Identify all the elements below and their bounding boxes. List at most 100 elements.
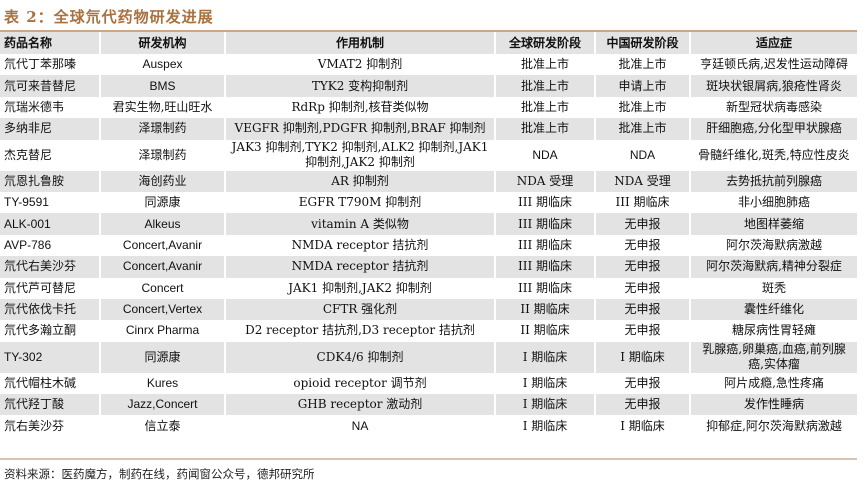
table-row: 氘瑞米德韦 君实生物,旺山旺水 RdRp 抑制剂,核苷类似物 批准上市 批准上市 新型冠状… (0, 96, 857, 119)
table-cell: Jazz,Concert (99, 394, 225, 416)
table-cell: I 期临床 (494, 415, 595, 437)
table-cell: III 期临床 (494, 277, 595, 299)
table-cell: 去势抵抗前列腺癌 (689, 170, 857, 192)
table-cell: NDA (494, 139, 595, 171)
table-cell: 批准上市 (494, 75, 595, 97)
table-cell: TY-302 (0, 341, 100, 373)
table-cell: 阿尔茨海默病,精神分裂症 (689, 256, 857, 278)
table-cell: AR 抑制剂 (224, 170, 495, 192)
table-cell: 肝细胞癌,分化型甲状腺癌 (689, 118, 857, 140)
table-row: 多纳非尼 泽璟制药 VEGFR 抑制剂,PDGFR 抑制剂,BRAF 抑制剂 批准上市… (0, 118, 857, 140)
table-cell: 无申报 (594, 298, 690, 321)
table-cell: 信立泰 (99, 415, 225, 437)
table-title: 表 2：全球氘代药物研发进展 (4, 8, 214, 26)
table-cell: II 期临床 (494, 298, 595, 321)
table-cell: 君实生物,旺山旺水 (99, 96, 225, 119)
table-cell: 批准上市 (494, 96, 595, 119)
table-cell: 海创药业 (99, 170, 225, 192)
table-cell: 无申报 (594, 394, 690, 416)
table-cell: CFTR 强化剂 (224, 298, 495, 321)
table-row: 氘代帽柱木碱 Kures opioid receptor 调节剂 I 期临床 无申报 阿片… (0, 372, 857, 395)
table-row: 氘代丁苯那嗪 Auspex VMAT2 抑制剂 批准上市 批准上市 亨廷顿氏病,迟发性运动… (0, 54, 857, 76)
table-cell: I 期临床 (594, 415, 690, 437)
table-row: 氘代右美沙芬 Concert,Avanir NMDA receptor 拮抗剂 III… (0, 256, 857, 278)
table-cell: VMAT2 抑制剂 (224, 54, 495, 76)
drug-development-table: 药品名称 研发机构 作用机制 全球研发阶段 中国研发阶段 适应症 氘代丁苯那嗪 Auspex… (0, 32, 857, 437)
table-cell: 批准上市 (494, 54, 595, 76)
table-row: 氘代多瀚立酮 Cinrx Pharma D2 receptor 拮抗剂,D3 rec… (0, 320, 857, 342)
table-cell: 新型冠状病毒感染 (689, 96, 857, 119)
table-cell: JAK1 抑制剂,JAK2 抑制剂 (224, 277, 495, 299)
column-header: 适应症 (689, 32, 857, 54)
table-row: 氘代芦可替尼 Concert JAK1 抑制剂,JAK2 抑制剂 III 期临床 无申报… (0, 277, 857, 299)
table-cell: 氘代羟丁酸 (0, 394, 100, 416)
table-cell: 氘代丁苯那嗪 (4, 57, 77, 72)
table-cell: Kures (99, 372, 225, 395)
table-cell: 氘代帽柱木碱 (4, 375, 77, 390)
column-header: 研发机构 (99, 32, 225, 54)
table-cell: Concert,Avanir (99, 234, 225, 257)
table-cell: 发作性睡病 (689, 394, 857, 416)
table-cell: 同源康 (99, 341, 225, 373)
table-cell: Concert,Avanir (99, 256, 225, 278)
table-cell: 氘代右美沙芬 (0, 256, 100, 278)
table-cell: 无申报 (594, 213, 690, 235)
table-header-row: 药品名称 研发机构 作用机制 全球研发阶段 中国研发阶段 适应症 (0, 32, 857, 54)
table-cell: 申请上市 (594, 75, 690, 97)
table-cell: 抑郁症,阿尔茨海默病激越 (689, 415, 857, 437)
table-cell: NDA 受理 (594, 170, 690, 192)
table-row: 氘代羟丁酸 Jazz,Concert GHB receptor 激动剂 I 期临床 无申… (0, 394, 857, 416)
table-cell: NA (224, 415, 495, 437)
table-cell: RdRp 抑制剂,核苷类似物 (224, 96, 495, 119)
table-cell: 泽璟制药 (99, 139, 225, 171)
table-cell: 阿尔茨海默病激越 (689, 234, 857, 257)
table-cell: 同源康 (99, 191, 225, 214)
table-cell: AVP-786 (4, 237, 52, 252)
table-row: 氘恩扎鲁胺 海创药业 AR 抑制剂 NDA 受理 NDA 受理 去势抵抗前列腺癌 (0, 170, 857, 192)
table-top-rule (0, 30, 857, 32)
table-cell: NDA 受理 (494, 170, 595, 192)
table-cell: JAK3 抑制剂,TYK2 抑制剂,ALK2 抑制剂,JAK1 抑制剂,JAK2… (224, 139, 495, 171)
table-cell: 批准上市 (594, 96, 690, 119)
table-cell: 无申报 (594, 256, 690, 278)
table-cell: 糖尿病性胃轻瘫 (689, 320, 857, 342)
table-row: AVP-786 Concert,Avanir NMDA receptor 拮抗剂 II… (0, 234, 857, 257)
table-cell: 阿片成瘾,急性疼痛 (689, 372, 857, 395)
table-cell: 氘可来昔替尼 (0, 75, 100, 97)
table-cell: III 期临床 (494, 213, 595, 235)
table-cell: EGFR T790M 抑制剂 (224, 191, 495, 214)
table-cell: BMS (99, 75, 225, 97)
table-cell: 氘代依伐卡托 (0, 298, 100, 321)
table-cell: 批准上市 (594, 118, 690, 140)
table-cell: GHB receptor 激动剂 (224, 394, 495, 416)
table-cell: 无申报 (594, 277, 690, 299)
table-cell: 乳腺癌,卵巢癌,血癌,前列腺癌,实体瘤 (689, 341, 857, 373)
table-cell: 斑秃 (689, 277, 857, 299)
table-cell: 氘瑞米德韦 (4, 99, 65, 114)
column-header: 作用机制 (224, 32, 495, 54)
table-cell: 氘代芦可替尼 (4, 280, 77, 295)
table-cell: 骨髓纤维化,斑秃,特应性皮炎 (689, 139, 857, 171)
table-row: ALK-001 Alkeus vitamin A 类似物 III 期临床 无申报 地图样萎… (0, 213, 857, 235)
column-header: 全球研发阶段 (494, 32, 595, 54)
table-cell: Alkeus (99, 213, 225, 235)
table-cell: 氘代多瀚立酮 (4, 323, 77, 338)
table-cell: TY-9591 (4, 195, 49, 210)
table-cell: I 期临床 (494, 341, 595, 373)
source-note: 资料来源：医药魔方，制药在线，药闻窗公众号，德邦研究所 (4, 467, 315, 481)
table-cell: 斑块状银屑病,狼疮性肾炎 (689, 75, 857, 97)
table-row: TY-302 同源康 CDK4/6 抑制剂 I 期临床 I 期临床 乳腺癌,卵巢癌,血癌,… (0, 341, 857, 373)
table-cell: D2 receptor 拮抗剂,D3 receptor 拮抗剂 (224, 320, 495, 342)
table-cell: 批准上市 (594, 54, 690, 76)
column-header: 药品名称 (0, 32, 100, 54)
table-row: 氘右美沙芬 信立泰 NA I 期临床 I 期临床 抑郁症,阿尔茨海默病激越 (0, 415, 857, 437)
table-cell: 无申报 (594, 320, 690, 342)
table-cell: 氘右美沙芬 (4, 418, 65, 433)
table-cell: 多纳非尼 (0, 118, 100, 140)
table-cell: III 期临床 (494, 191, 595, 214)
table-cell: 亨廷顿氏病,迟发性运动障碍 (689, 54, 857, 76)
table-cell: NDA (594, 139, 690, 171)
table-cell: 无申报 (594, 234, 690, 257)
table-row: 氘代依伐卡托 Concert,Vertex CFTR 强化剂 II 期临床 无申报 囊性纤… (0, 298, 857, 321)
table-cell: Cinrx Pharma (99, 320, 225, 342)
